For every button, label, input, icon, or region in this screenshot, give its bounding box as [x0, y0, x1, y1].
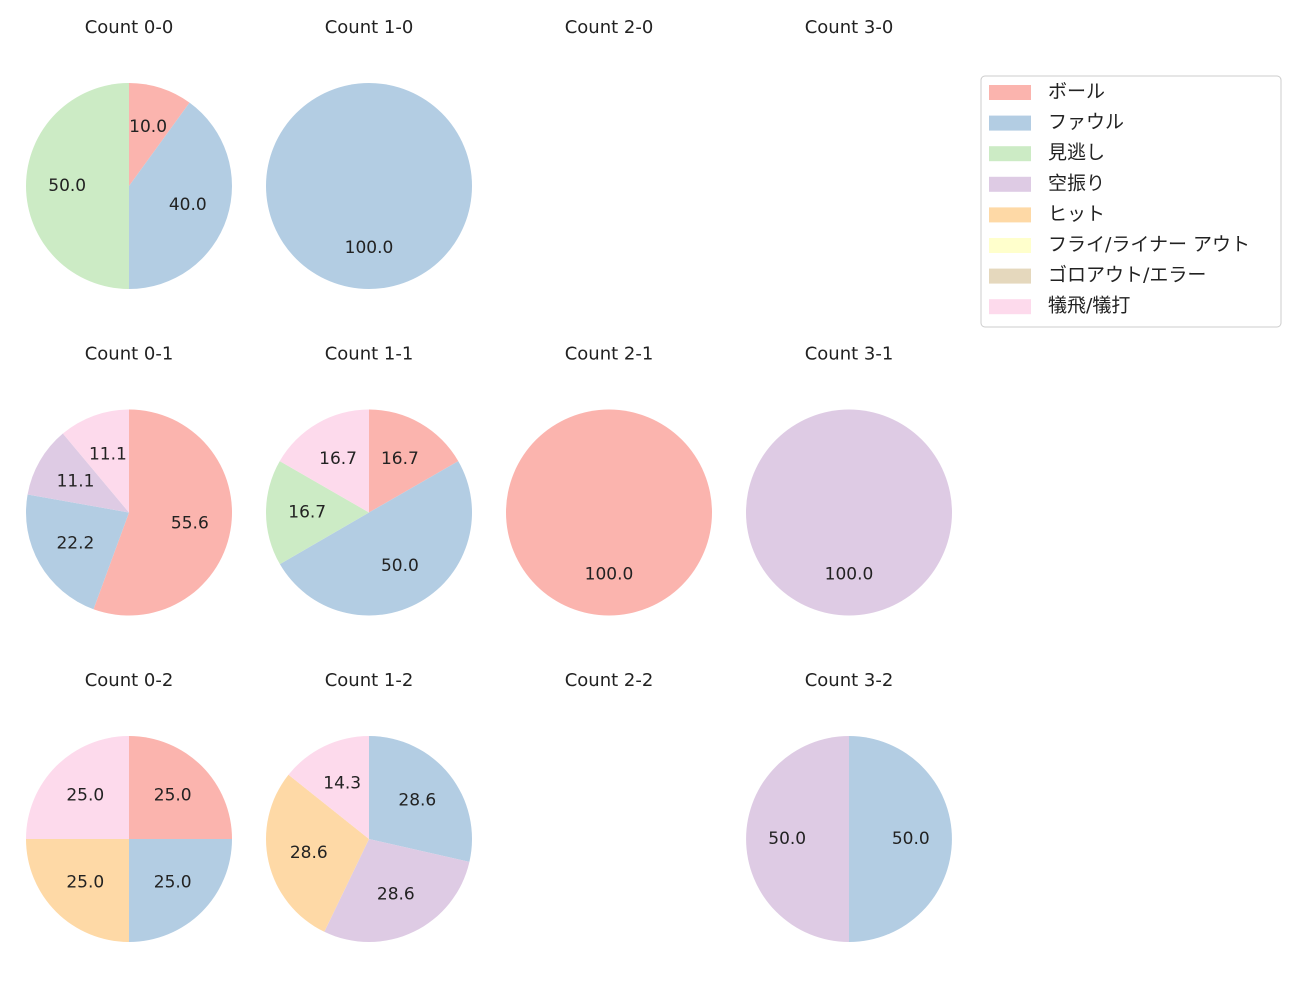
slice-label: 25.0	[66, 873, 104, 893]
legend-swatch	[989, 146, 1031, 162]
legend-label: ヒット	[1048, 203, 1105, 225]
slice-label: 100.0	[585, 564, 634, 584]
slice-label: 14.3	[323, 773, 361, 793]
pie-slice	[129, 839, 232, 942]
pie-slice	[26, 494, 129, 610]
legend-swatch	[989, 268, 1031, 284]
pie-slice	[266, 774, 369, 932]
pie-slice	[369, 736, 472, 862]
legend-label: ボール	[1048, 81, 1105, 103]
pie-slice	[129, 83, 190, 186]
slice-label: 16.7	[319, 449, 357, 469]
slice-label: 16.7	[288, 503, 326, 523]
pie-slice	[27, 433, 129, 513]
chart-title: Count 2-1	[565, 344, 654, 365]
legend-label: フライ/ライナー アウト	[1048, 234, 1250, 256]
legend-swatch	[989, 207, 1031, 223]
pie-slice	[849, 736, 952, 942]
pie-slice	[746, 409, 952, 616]
pie-slice	[279, 461, 473, 616]
chart-title: Count 0-0	[85, 17, 174, 38]
pie-slice	[279, 409, 369, 513]
pie-slice	[129, 102, 232, 289]
pie-slice	[266, 461, 369, 565]
pie-slice	[369, 409, 459, 513]
slice-label: 25.0	[154, 873, 192, 893]
slice-label: 40.0	[169, 195, 207, 215]
legend-label: ファウル	[1048, 111, 1124, 133]
slice-label: 55.6	[171, 513, 209, 533]
legend-swatch	[989, 115, 1031, 131]
pie-slice	[266, 83, 472, 289]
pie-slice	[288, 736, 369, 839]
slice-label: 25.0	[154, 785, 192, 805]
chart-title: Count 2-0	[565, 17, 654, 38]
legend-label: ゴロアウト/エラー	[1048, 264, 1206, 286]
chart-title: Count 0-2	[85, 670, 174, 691]
chart-title: Count 3-0	[805, 17, 894, 38]
chart-title: Count 3-2	[805, 670, 894, 691]
legend-swatch	[989, 299, 1031, 315]
pie-slice	[26, 839, 129, 942]
chart-title: Count 3-1	[805, 344, 894, 365]
slice-label: 28.6	[290, 843, 328, 863]
chart-title: Count 1-2	[325, 670, 414, 691]
legend-label: 犠飛/犠打	[1048, 295, 1130, 317]
pie-slice	[506, 409, 712, 616]
slice-label: 100.0	[345, 238, 394, 258]
legend-label: 空振り	[1048, 172, 1105, 194]
legend-box	[980, 75, 1282, 328]
legend-label: 見逃し	[1048, 142, 1105, 164]
slice-label: 11.1	[89, 444, 127, 464]
legend-swatch	[989, 238, 1031, 253]
pie-slice	[324, 839, 470, 943]
legend-swatch	[989, 85, 1031, 100]
pie-slice	[93, 409, 233, 616]
pie-slice	[26, 83, 129, 289]
pie-slice	[129, 736, 232, 839]
slice-label: 28.6	[377, 885, 415, 905]
slice-label: 50.0	[381, 556, 419, 576]
slice-label: 22.2	[56, 533, 94, 553]
slice-label: 50.0	[768, 829, 806, 849]
pie-slice	[746, 736, 849, 942]
chart-title: Count 2-2	[565, 670, 654, 691]
slice-label: 10.0	[129, 117, 167, 137]
chart-title: Count 1-1	[325, 344, 414, 365]
chart-title: Count 1-0	[325, 17, 414, 38]
pie-slice	[26, 736, 129, 839]
chart-title: Count 0-1	[85, 344, 174, 365]
slice-label: 16.7	[381, 449, 419, 469]
slice-label: 100.0	[825, 564, 874, 584]
slice-label: 25.0	[66, 785, 104, 805]
slice-label: 50.0	[48, 176, 86, 196]
pie-slice	[62, 409, 129, 513]
slice-label: 11.1	[57, 472, 95, 492]
legend-swatch	[989, 176, 1031, 192]
slice-label: 50.0	[892, 829, 930, 849]
slice-label: 28.6	[398, 790, 436, 810]
